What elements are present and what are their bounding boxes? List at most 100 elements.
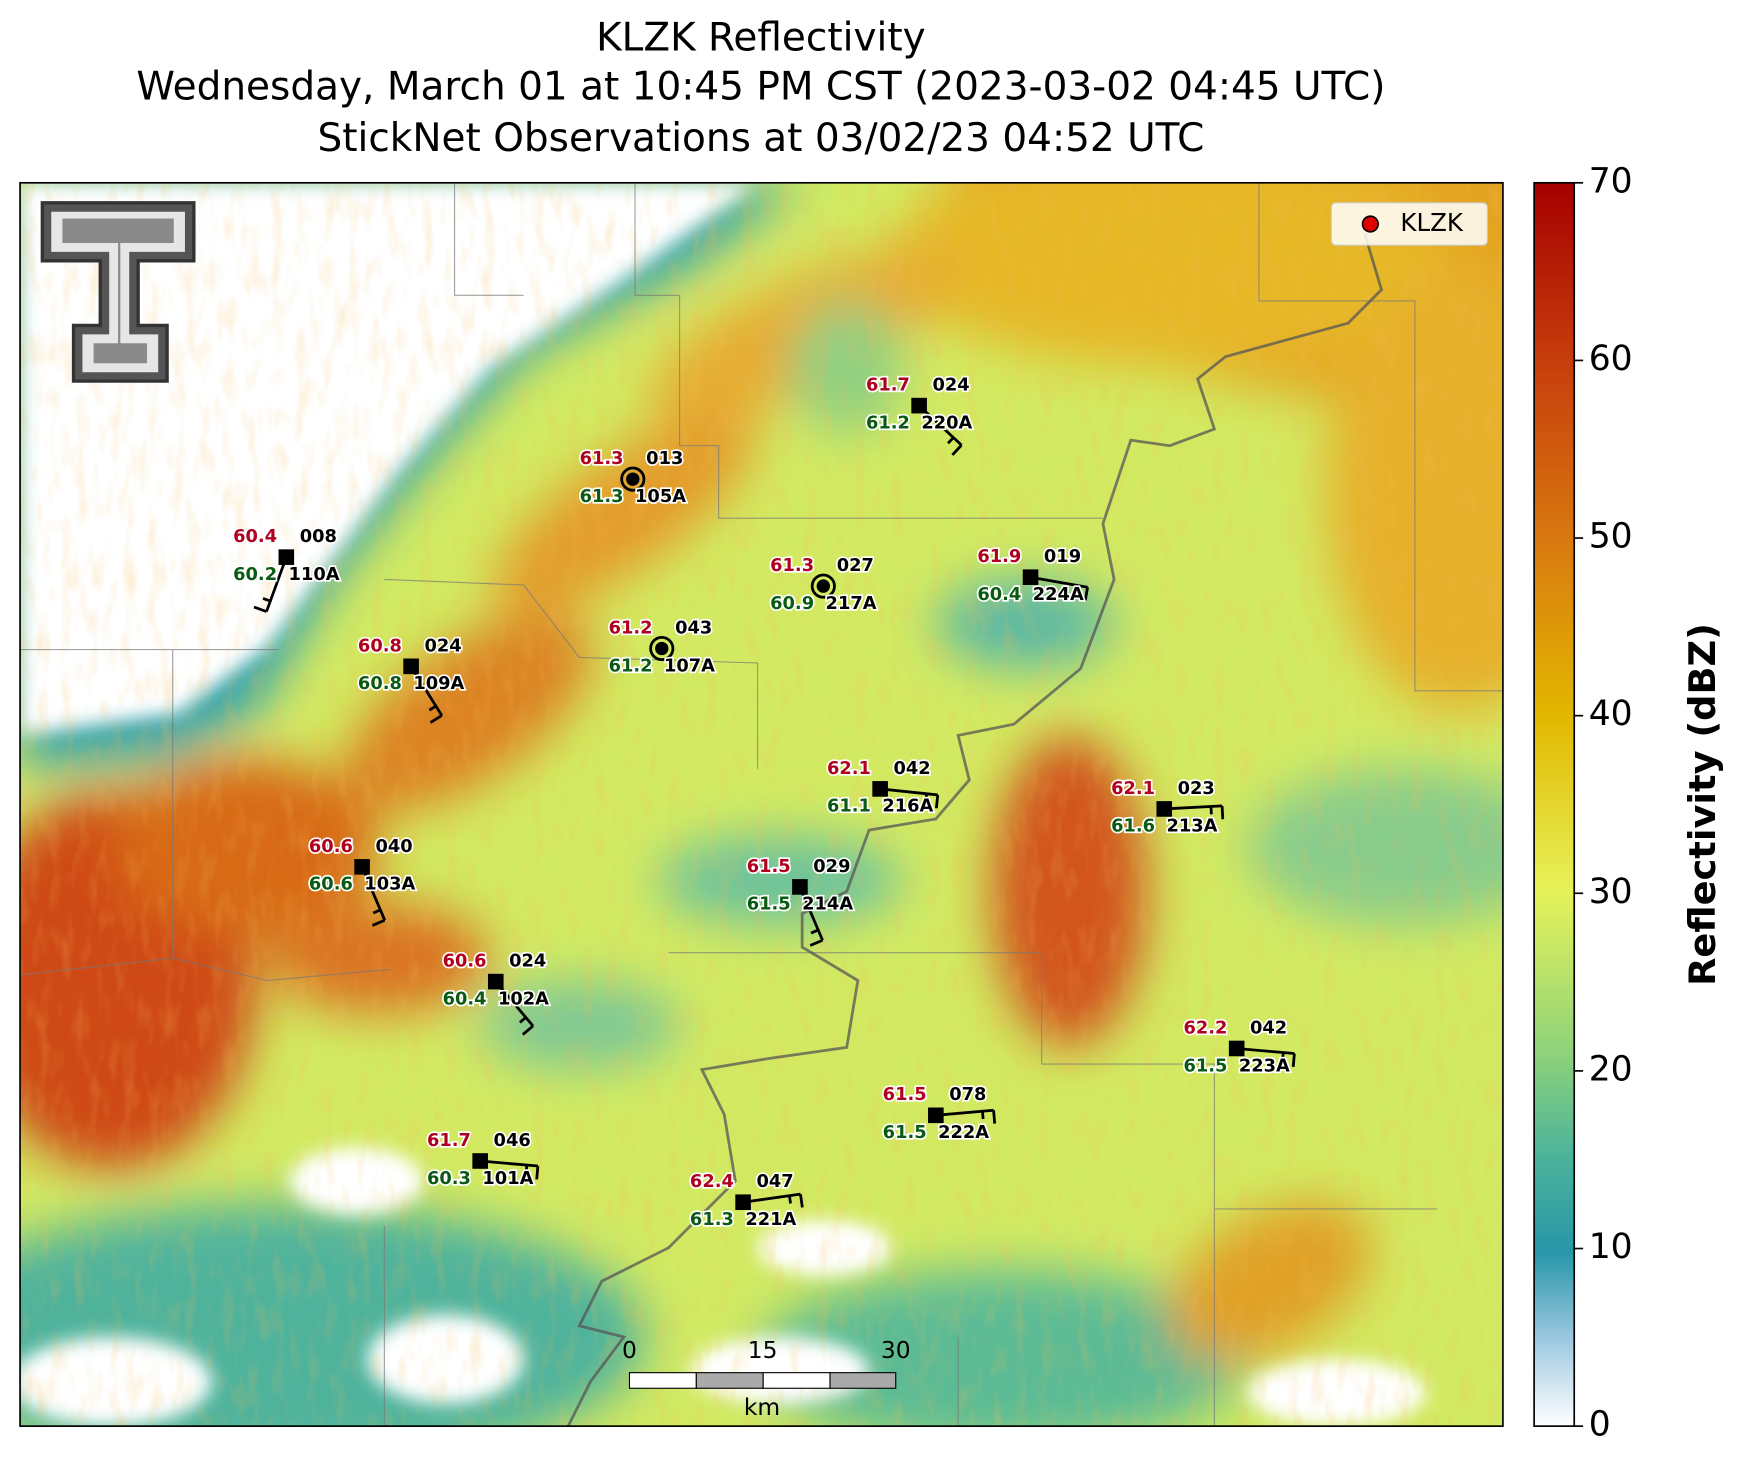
station: 61.9 019 60.4 224A	[976, 544, 1089, 607]
station-marker	[1022, 569, 1039, 585]
colorbar-tick-label: 20	[1589, 1049, 1633, 1089]
wind-barb	[253, 556, 288, 613]
station-dew: 61.3	[690, 1209, 734, 1230]
station-dew: 61.5	[883, 1122, 927, 1143]
wind-barb	[480, 1159, 540, 1180]
station: 61.7 046 60.3 101A	[425, 1128, 540, 1190]
station-code: 027	[837, 555, 874, 576]
station-temp: 62.2	[1183, 1017, 1227, 1038]
station-id: 107A	[664, 655, 715, 676]
wind-barb	[1164, 804, 1225, 820]
station-marker	[928, 1107, 944, 1124]
wind-barb	[1030, 575, 1089, 601]
wind-barb	[935, 1108, 997, 1124]
station-marker	[792, 879, 808, 895]
wind-barb	[879, 787, 940, 809]
station: 62.4 047 61.3 221A	[688, 1169, 804, 1232]
station: 61.3 013 61.3 105A	[578, 446, 688, 508]
station-temp: 62.1	[827, 758, 871, 779]
colorbar-tick-label: 50	[1589, 517, 1633, 557]
station-id: 216A	[882, 796, 933, 817]
scale-tick-label: 0	[622, 1336, 637, 1364]
station-code: 042	[894, 758, 931, 779]
station-dew: 61.1	[827, 796, 871, 817]
colorbar-tick-label: 30	[1589, 872, 1633, 912]
station-temp: 61.9	[977, 546, 1021, 567]
station-id: 101A	[482, 1168, 533, 1189]
title: Wednesday, March 01 at 10:45 PM CST (202…	[136, 65, 1385, 110]
station-code: 024	[424, 635, 461, 656]
station-code: 013	[646, 448, 683, 469]
wind-barb	[742, 1192, 804, 1208]
station-marker	[278, 549, 295, 565]
station-id: 213A	[1166, 816, 1217, 837]
station-temp: 61.7	[427, 1130, 471, 1151]
station-temp: 62.4	[690, 1171, 734, 1192]
calm-wind	[649, 635, 675, 662]
station: 61.5 029 61.5 214A	[745, 854, 855, 947]
station: 61.5 078 61.5 222A	[881, 1083, 997, 1145]
station-id: 102A	[498, 988, 549, 1009]
station-dew: 60.8	[358, 673, 402, 694]
calm-wind	[620, 466, 646, 492]
station: 62.1 042 61.1 216A	[825, 756, 940, 818]
station-code: 024	[933, 375, 970, 396]
station-temp: 61.5	[883, 1084, 927, 1105]
station-temp: 60.4	[233, 526, 277, 547]
scale-tick-label: 15	[748, 1336, 778, 1364]
station-temp: 62.1	[1111, 778, 1155, 799]
county-lines	[20, 182, 1503, 1427]
station: 60.8 024 60.8 109A	[356, 634, 466, 724]
station: 60.4 008 60.2 110A	[231, 524, 341, 613]
map-frame	[19, 181, 1504, 1427]
station-code: 042	[1250, 1017, 1287, 1038]
station-id: 224A	[1033, 584, 1084, 605]
wind-barb	[360, 866, 387, 927]
station-code: 023	[1178, 778, 1215, 799]
station-id: 109A	[413, 673, 464, 694]
station-code: 047	[756, 1171, 793, 1192]
colorbar-tick-label: 40	[1589, 694, 1633, 734]
station: 60.6 024 60.4 102A	[441, 949, 551, 1036]
scale-tick-label: 30	[881, 1336, 911, 1364]
station-temp: 60.6	[309, 836, 353, 857]
station-code: 046	[494, 1130, 531, 1151]
station-marker	[655, 641, 669, 656]
legend-label: KLZK	[1400, 208, 1463, 237]
wind-barb	[798, 886, 824, 947]
station: 61.7 024 61.2 220A	[864, 373, 974, 456]
station-temp: 61.7	[866, 375, 910, 396]
station-dew: 61.2	[866, 412, 910, 433]
station-marker	[487, 973, 504, 990]
scale-bar: km 0 15 30	[622, 1336, 911, 1421]
station-code: 078	[949, 1084, 986, 1105]
station-temp: 61.5	[747, 856, 791, 877]
station-code: 043	[675, 617, 712, 638]
station-marker	[1156, 801, 1173, 817]
station-code: 019	[1044, 546, 1081, 567]
station-marker	[735, 1194, 751, 1211]
colorbar-tick-label: 60	[1589, 339, 1633, 379]
station-id: 105A	[635, 486, 686, 507]
station-code: 029	[813, 856, 850, 877]
station-marker	[403, 658, 419, 675]
station-marker	[816, 579, 831, 593]
legend-marker	[1361, 215, 1379, 233]
station-dew: 60.6	[309, 874, 353, 895]
colorbar-label: Reflectivity (dBZ)	[1681, 623, 1724, 986]
legend-box	[1330, 202, 1488, 246]
title: StickNet Observations at 03/02/23 04:52 …	[318, 116, 1205, 161]
station: 61.2 043 61.2 107A	[607, 616, 717, 678]
colorbar-tick-label: 70	[1589, 161, 1633, 201]
station-id: 220A	[921, 412, 972, 433]
station-code: 024	[509, 951, 546, 972]
station-id: 103A	[364, 874, 415, 895]
station-id: 221A	[745, 1209, 796, 1230]
station-dew: 60.4	[977, 584, 1021, 605]
station-dew: 61.6	[1111, 816, 1155, 837]
station-marker	[911, 397, 927, 414]
station: 60.6 040 60.6 103A	[307, 834, 417, 927]
